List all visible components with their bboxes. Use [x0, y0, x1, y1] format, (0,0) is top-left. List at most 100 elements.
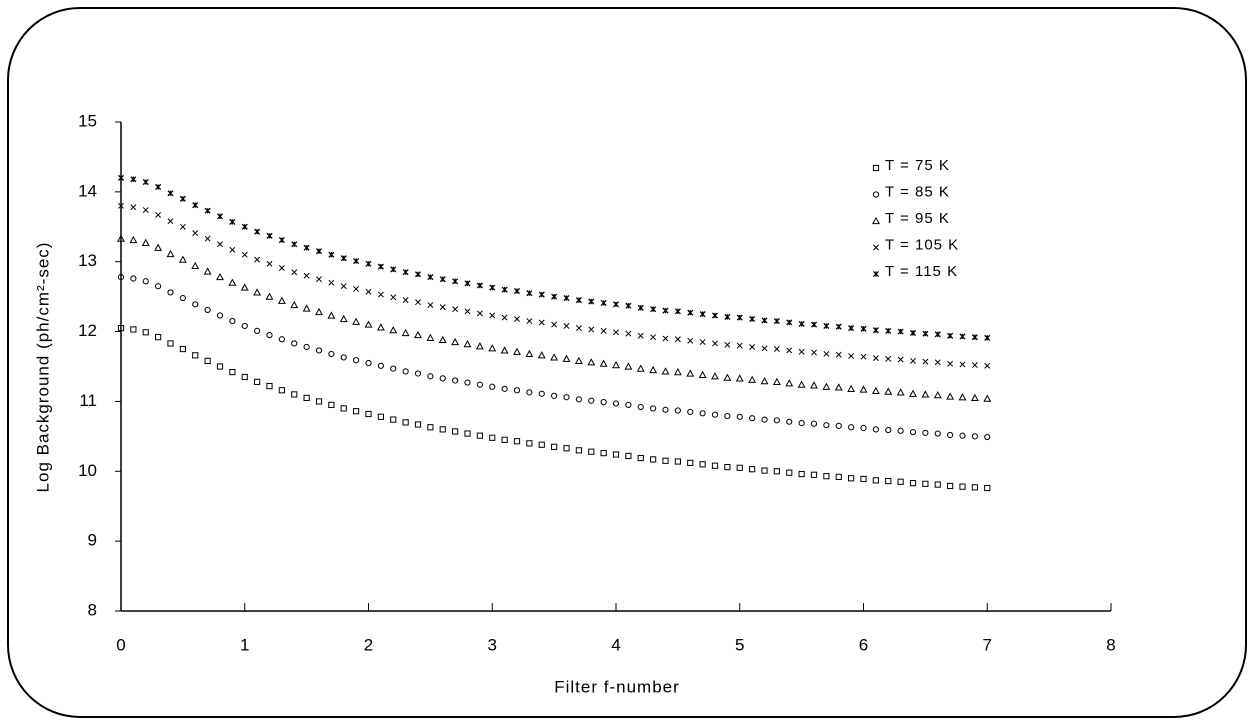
marker-star: [365, 260, 372, 267]
x-tick-label: 3: [488, 635, 497, 654]
marker-circle: [266, 331, 273, 339]
marker-cross: [551, 321, 558, 328]
marker-star: [179, 195, 186, 202]
marker-square: [513, 438, 521, 445]
marker-square: [377, 413, 384, 420]
marker-triangle: [772, 377, 781, 385]
marker-triangle: [970, 393, 979, 402]
marker-star: [501, 286, 508, 293]
marker-circle: [365, 359, 372, 367]
marker-square: [130, 326, 137, 333]
marker-triangle: [859, 385, 868, 393]
marker-star: [773, 318, 780, 325]
marker-star: [340, 255, 347, 262]
marker-cross: [588, 326, 595, 333]
marker-triangle: [376, 323, 385, 331]
marker-star: [315, 248, 323, 255]
marker-star: [402, 269, 409, 276]
marker-circle: [588, 397, 595, 404]
marker-square: [934, 481, 941, 488]
marker-square: [489, 434, 496, 441]
marker-circle: [909, 429, 917, 436]
marker-cross: [873, 244, 879, 251]
marker-star: [736, 314, 743, 321]
marker-circle: [922, 429, 929, 436]
marker-circle: [736, 413, 743, 420]
y-tick-label: 14: [78, 181, 97, 200]
marker-star: [600, 299, 607, 306]
marker-star: [390, 266, 397, 273]
marker-triangle: [909, 389, 917, 397]
marker-cross: [613, 329, 619, 336]
marker-circle: [575, 396, 582, 403]
marker-star: [625, 302, 632, 309]
marker-triangle: [834, 383, 843, 391]
legend-label: T = 75 K: [885, 157, 950, 174]
marker-cross: [922, 358, 929, 365]
marker-cross: [910, 357, 916, 364]
marker-cross: [773, 346, 780, 352]
marker-square: [674, 458, 681, 465]
marker-triangle: [748, 375, 757, 383]
marker-triangle: [537, 351, 546, 359]
marker-triangle: [389, 326, 398, 334]
marker-circle: [229, 317, 236, 325]
marker-square: [179, 345, 186, 353]
marker-triangle: [636, 364, 645, 372]
marker-star: [872, 270, 880, 278]
marker-triangle: [277, 296, 286, 304]
marker-star: [414, 271, 422, 278]
marker-triangle: [711, 372, 719, 380]
marker-triangle: [599, 359, 608, 367]
marker-star: [612, 301, 620, 308]
marker-square: [909, 480, 917, 487]
marker-star: [278, 236, 285, 244]
marker-star: [452, 278, 459, 285]
marker-triangle: [698, 370, 707, 378]
marker-cross: [947, 360, 954, 367]
marker-star: [860, 325, 867, 332]
marker-triangle: [117, 234, 125, 242]
marker-cross: [526, 318, 533, 325]
marker-square: [464, 430, 471, 437]
marker-circle: [254, 327, 261, 334]
marker-triangle: [352, 317, 361, 325]
marker-cross: [687, 337, 694, 344]
marker-triangle: [574, 356, 583, 365]
marker-circle: [452, 377, 459, 384]
marker-triangle: [315, 307, 323, 316]
marker-triangle: [562, 354, 571, 362]
marker-star: [142, 179, 149, 186]
marker-square: [167, 340, 174, 347]
marker-square: [786, 469, 793, 476]
marker-square: [402, 419, 409, 426]
legend-item: T = 85 K: [872, 183, 949, 200]
marker-star: [377, 263, 384, 270]
marker-triangle: [451, 337, 460, 346]
legend-item: T = 105 K: [873, 236, 958, 253]
marker-star: [353, 257, 360, 265]
marker-square: [340, 405, 347, 412]
x-tick-label: 8: [1106, 635, 1115, 654]
marker-square: [575, 447, 582, 454]
marker-cross: [823, 350, 830, 357]
marker-triangle: [847, 384, 856, 392]
marker-circle: [538, 390, 545, 397]
marker-star: [551, 293, 558, 300]
marker-circle: [984, 433, 991, 441]
marker-square: [229, 368, 236, 376]
marker-triangle: [302, 304, 311, 312]
marker-cross: [872, 355, 879, 362]
marker-square: [155, 334, 162, 341]
y-tick-label: 8: [88, 600, 97, 619]
marker-triangle: [822, 382, 831, 390]
marker-triangle: [673, 367, 682, 376]
marker-square: [254, 378, 261, 385]
marker-square: [625, 452, 632, 460]
marker-cross: [328, 279, 335, 286]
marker-star: [699, 311, 706, 318]
marker-cross: [415, 299, 421, 306]
marker-square: [761, 467, 768, 474]
marker-triangle: [414, 330, 422, 339]
